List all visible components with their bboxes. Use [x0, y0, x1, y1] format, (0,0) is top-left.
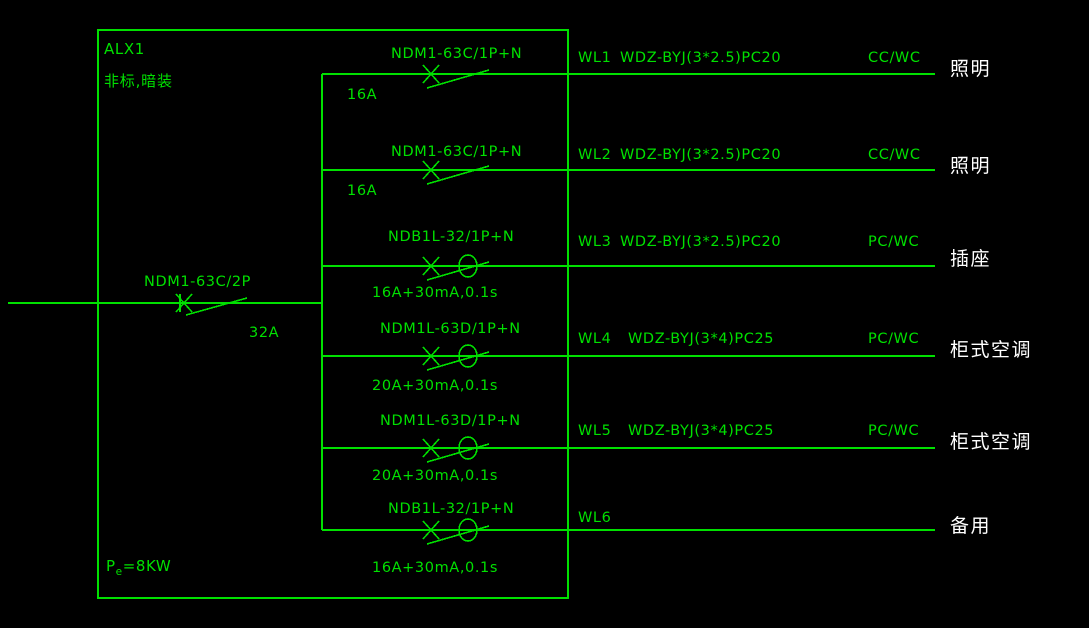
- breaker-symbol-6: [422, 520, 490, 545]
- main-breaker-symbol: [175, 293, 248, 316]
- panel-tag: ALX1: [104, 40, 145, 58]
- circuit-id-wl3: WL3: [578, 234, 612, 250]
- circuit-id-wl5: WL5: [578, 423, 612, 439]
- power-value: =8KW: [122, 557, 172, 575]
- breaker-model-wl1: NDM1-63C/1P+N: [391, 46, 523, 62]
- circuit-id-wl4: WL4: [578, 331, 612, 347]
- circuit-row-4: [322, 344, 935, 371]
- incoming-breaker-model: NDM1-63C/2P: [144, 274, 252, 290]
- breaker-rating-wl4: 20A+30mA,0.1s: [372, 378, 499, 394]
- load-name-wl3: 插座: [950, 248, 992, 270]
- circuit-row-2: [322, 160, 935, 185]
- cable-spec-wl3: WDZ-BYJ(3*2.5)PC20: [620, 234, 782, 250]
- cable-spec-wl4: WDZ-BYJ(3*4)PC25: [628, 331, 775, 347]
- breaker-symbol-3: [422, 256, 490, 281]
- breaker-model-wl4: NDM1L-63D/1P+N: [380, 321, 521, 337]
- panel-enclosure-box: [97, 29, 569, 599]
- incoming-breaker-rating: 32A: [249, 325, 280, 341]
- breaker-symbol-2: [422, 160, 490, 185]
- circuit-row-5: [322, 436, 935, 463]
- rcd-symbol-4: [458, 344, 478, 368]
- circuit-id-wl1: WL1: [578, 50, 612, 66]
- breaker-symbol-4: [422, 346, 490, 371]
- breaker-model-wl5: NDM1L-63D/1P+N: [380, 413, 521, 429]
- circuit-id-wl2: WL2: [578, 147, 612, 163]
- load-name-wl5: 柜式空调: [950, 431, 1033, 453]
- circuit-row-6: [322, 518, 935, 545]
- load-name-wl6: 备用: [950, 515, 992, 537]
- circuit-row-3: [322, 254, 935, 281]
- circuit-row-1: [322, 64, 935, 89]
- install-method-wl1: CC/WC: [868, 50, 921, 66]
- install-method-wl3: PC/WC: [868, 234, 920, 250]
- power-symbol: P: [106, 557, 116, 575]
- cable-spec-wl2: WDZ-BYJ(3*2.5)PC20: [620, 147, 782, 163]
- rcd-symbol-3: [458, 254, 478, 278]
- breaker-rating-wl1: 16A: [347, 87, 378, 103]
- power-subscript: e: [115, 566, 123, 578]
- breaker-symbol-1: [422, 64, 490, 89]
- cable-spec-wl1: WDZ-BYJ(3*2.5)PC20: [620, 50, 782, 66]
- circuit-id-wl6: WL6: [578, 510, 612, 526]
- breaker-rating-wl2: 16A: [347, 183, 378, 199]
- load-name-wl4: 柜式空调: [950, 339, 1033, 361]
- breaker-rating-wl3: 16A+30mA,0.1s: [372, 285, 499, 301]
- rcd-symbol-6: [458, 518, 478, 542]
- install-method-wl5: PC/WC: [868, 423, 920, 439]
- breaker-symbol-5: [422, 438, 490, 463]
- breaker-model-wl2: NDM1-63C/1P+N: [391, 144, 523, 160]
- panel-power-rating: Pe=8KW: [106, 559, 171, 578]
- breaker-rating-wl6: 16A+30mA,0.1s: [372, 560, 499, 576]
- breaker-model-wl6: NDB1L-32/1P+N: [388, 501, 515, 517]
- install-method-wl4: PC/WC: [868, 331, 920, 347]
- install-method-wl2: CC/WC: [868, 147, 921, 163]
- panel-note: 非标,暗装: [104, 72, 173, 90]
- breaker-model-wl3: NDB1L-32/1P+N: [388, 229, 515, 245]
- cable-spec-wl5: WDZ-BYJ(3*4)PC25: [628, 423, 775, 439]
- load-name-wl1: 照明: [950, 58, 992, 80]
- load-name-wl2: 照明: [950, 155, 992, 177]
- rcd-symbol-5: [458, 436, 478, 460]
- breaker-rating-wl5: 20A+30mA,0.1s: [372, 468, 499, 484]
